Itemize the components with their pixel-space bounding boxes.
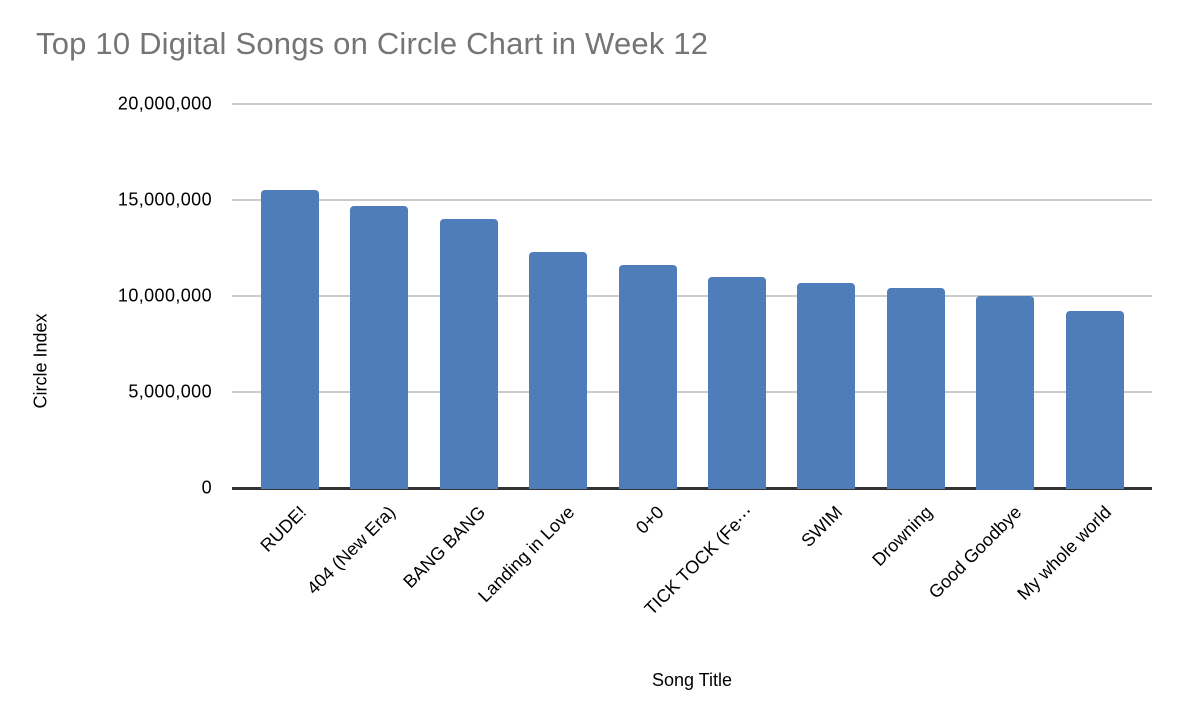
x-tick-label: My whole world	[1012, 502, 1115, 604]
x-tick-label: Good Goodbye	[924, 502, 1026, 603]
y-tick-label: 0	[201, 477, 212, 498]
bar-9	[976, 296, 1035, 490]
x-tick-label: BANG BANG	[399, 502, 489, 592]
x-axis-title: Song Title	[651, 670, 733, 690]
bar-6	[708, 276, 766, 490]
y-tick-label: 5,000,000	[128, 381, 212, 402]
y-axis-title: Circle Index	[30, 313, 51, 409]
x-tick-label: 0+0	[632, 502, 668, 538]
chart-title: Top 10 Digital Songs on Circle Chart in …	[36, 26, 709, 61]
bar-5	[618, 265, 677, 490]
gridline	[232, 295, 1152, 297]
y-tick-label: 15,000,000	[117, 189, 212, 210]
bar-10	[1065, 311, 1124, 490]
gridline	[232, 103, 1152, 105]
bar-3	[439, 219, 498, 490]
plot-area	[232, 103, 1152, 490]
bar-8	[886, 288, 945, 490]
x-tick-label: Drowning	[868, 502, 936, 570]
x-tick-label: Landing in Love	[474, 502, 579, 607]
bar-1	[261, 190, 319, 490]
bar-4	[529, 251, 588, 490]
bar-7	[797, 282, 856, 490]
gridline	[232, 391, 1152, 393]
x-axis-line	[232, 486, 1152, 490]
x-tick-label: SWIM	[797, 502, 847, 551]
gridline	[232, 199, 1152, 201]
x-tick-label: RUDE!	[256, 502, 311, 556]
y-tick-label: 10,000,000	[117, 285, 212, 306]
x-tick-label: 404 (New Era)	[303, 502, 400, 599]
bar-2	[350, 205, 409, 490]
y-tick-label: 20,000,000	[117, 93, 212, 114]
